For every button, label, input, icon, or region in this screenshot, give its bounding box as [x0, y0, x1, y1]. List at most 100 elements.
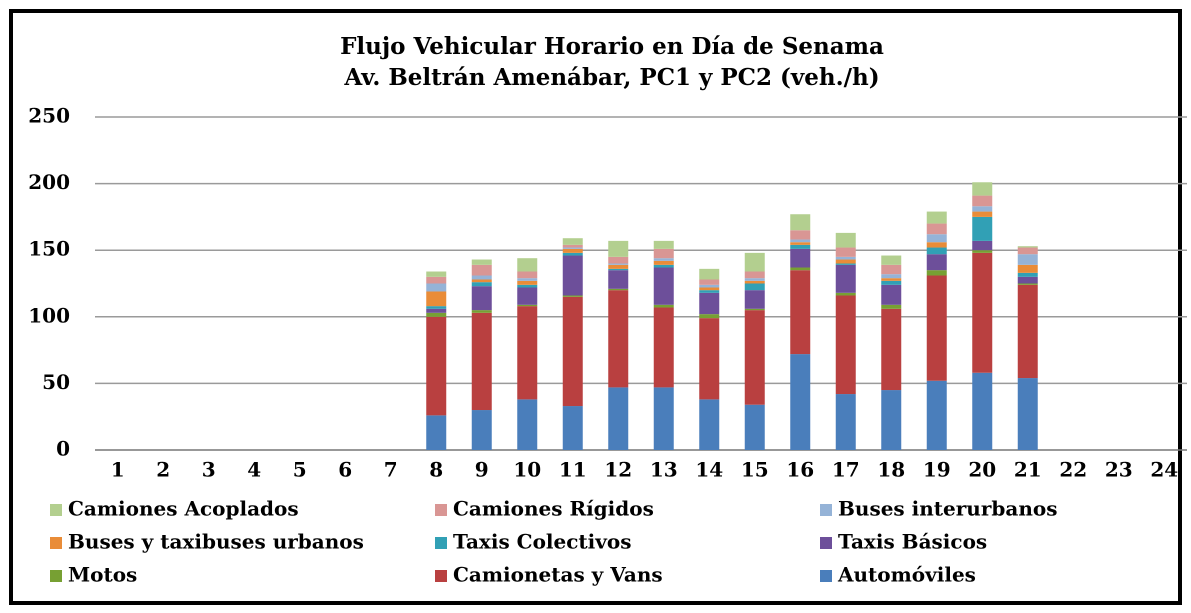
bar-segment — [790, 270, 811, 355]
bar-segment — [471, 410, 492, 450]
bar-segment — [517, 271, 538, 279]
bar-segment — [1017, 246, 1038, 248]
legend-swatch — [50, 537, 62, 549]
bar-segment — [653, 260, 674, 265]
bar-segment — [744, 283, 765, 291]
legend-label: Automóviles — [837, 563, 976, 587]
bar-segment — [517, 280, 538, 285]
bar-segment — [1017, 276, 1038, 284]
y-tick-label: 250 — [28, 104, 70, 128]
bar-segment — [972, 211, 993, 217]
bar-segment — [562, 295, 583, 297]
bar-segment — [744, 404, 765, 450]
legend-swatch — [820, 504, 832, 516]
bar-segment — [608, 387, 629, 450]
bar-segment — [881, 280, 902, 285]
x-tick-label: 17 — [832, 458, 860, 482]
bar-segment — [744, 252, 765, 272]
legend-swatch — [435, 537, 447, 549]
y-tick-label: 0 — [56, 437, 70, 461]
bar-segment — [653, 304, 674, 308]
x-tick-label: 12 — [604, 458, 632, 482]
bar-segment — [926, 270, 947, 276]
bar-segment — [835, 263, 856, 265]
bar-segment — [881, 274, 902, 279]
bar-segment — [426, 283, 447, 292]
x-tick-label: 21 — [1014, 458, 1042, 482]
chart-title: Flujo Vehicular Horario en Día de Senama — [340, 33, 884, 60]
legend-label: Camiones Acoplados — [68, 497, 299, 521]
x-tick-label: 24 — [1150, 458, 1178, 482]
bar-segment — [835, 394, 856, 450]
bar-segment — [972, 250, 993, 253]
legend-label: Buses y taxibuses urbanos — [68, 530, 364, 554]
bar-segment — [562, 248, 583, 253]
bar-segment — [653, 258, 674, 261]
bar-segment — [699, 284, 720, 288]
bar-segment — [790, 248, 811, 268]
bar-segment — [517, 304, 538, 307]
bar-segment — [608, 264, 629, 269]
bar-segment — [1017, 272, 1038, 277]
bar-segment — [608, 256, 629, 264]
bar-segment — [517, 287, 538, 305]
bar-segment — [926, 380, 947, 450]
frame — [9, 9, 1182, 605]
bar-segment — [517, 258, 538, 272]
x-tick-label: 11 — [559, 458, 587, 482]
x-tick-label: 18 — [877, 458, 905, 482]
bar-segment — [426, 291, 447, 307]
bar-segment — [426, 312, 447, 317]
legend-label: Buses interurbanos — [838, 497, 1057, 521]
bar-segment — [653, 240, 674, 249]
x-tick-label: 9 — [475, 458, 489, 482]
x-tick-label: 6 — [338, 458, 352, 482]
bar-segment — [517, 284, 538, 288]
y-tick-label: 50 — [42, 370, 70, 394]
x-tick-label: 23 — [1105, 458, 1133, 482]
bar-segment — [653, 387, 674, 450]
bar-segment — [790, 267, 811, 271]
bar-segment — [972, 206, 993, 212]
x-tick-label: 8 — [429, 458, 443, 482]
legend-label: Camiones Rígidos — [453, 497, 654, 521]
bar-segment — [744, 278, 765, 281]
bar-segment — [1017, 283, 1038, 285]
bar-segment — [426, 415, 447, 450]
bar-segment — [926, 254, 947, 271]
bar-segment — [517, 306, 538, 400]
bar-segment — [562, 238, 583, 245]
bar-segment — [972, 240, 993, 251]
bar-segment — [608, 263, 629, 265]
bar-segment — [562, 247, 583, 249]
y-tick-label: 150 — [28, 237, 70, 261]
bar-segment — [1017, 284, 1038, 379]
bar-segment — [562, 296, 583, 407]
bar-segment — [699, 268, 720, 280]
bar-segment — [972, 372, 993, 450]
legend-swatch — [435, 504, 447, 516]
bar-segment — [926, 242, 947, 248]
bar-segment — [699, 279, 720, 285]
x-tick-label: 7 — [384, 458, 398, 482]
x-tick-label: 13 — [650, 458, 678, 482]
bar-segment — [517, 399, 538, 450]
bar-segment — [972, 252, 993, 373]
bar-segment — [926, 234, 947, 243]
y-tick-label: 200 — [28, 170, 70, 194]
bar-segment — [699, 318, 720, 400]
bar-segment — [881, 284, 902, 305]
bar-segment — [835, 259, 856, 264]
bar-segment — [744, 310, 765, 405]
x-tick-label: 19 — [923, 458, 951, 482]
bar-segment — [835, 232, 856, 248]
legend-swatch — [435, 570, 447, 582]
bar-segment — [517, 278, 538, 281]
bar-segment — [881, 308, 902, 391]
bar-segment — [426, 306, 447, 309]
x-tick-label: 1 — [111, 458, 125, 482]
bar-segment — [744, 280, 765, 284]
bar-segment — [790, 230, 811, 240]
bar-segment — [653, 307, 674, 388]
x-tick-label: 2 — [156, 458, 170, 482]
